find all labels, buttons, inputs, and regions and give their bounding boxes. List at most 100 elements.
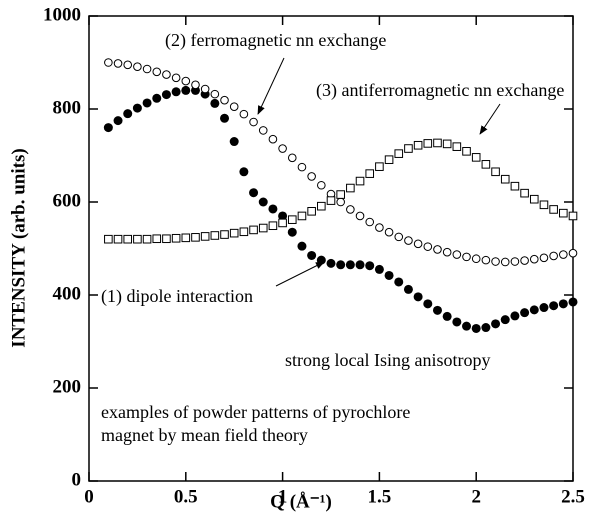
point [394,149,404,158]
point [375,223,384,232]
point [336,190,345,199]
point [481,160,491,169]
point [268,221,278,231]
point [462,147,471,156]
point [433,245,442,254]
point [375,162,384,171]
point [568,248,578,258]
arrow [479,103,501,135]
arrow [257,57,285,115]
point [346,205,355,214]
point [123,234,133,244]
point [171,233,181,243]
point [355,260,365,270]
point [336,197,345,207]
point [558,299,568,309]
x-tick-label: 2 [471,486,481,507]
x-tick-label: 0.5 [174,486,198,507]
point [258,126,268,135]
point [171,87,181,97]
point [142,64,152,74]
point [316,255,326,265]
point [239,109,249,119]
point [539,253,549,263]
point [539,200,549,210]
point [132,103,142,113]
point [191,233,200,242]
point [384,227,394,237]
point [510,181,520,191]
annotation: (2) ferromagnetic nn exchange [165,30,386,51]
point [123,60,133,70]
plot-frame [88,15,574,482]
point [529,194,539,204]
point [133,234,142,244]
point [404,236,413,245]
point [413,292,423,302]
point [559,250,568,259]
point [220,113,230,123]
y-tick-label: 0 [72,469,82,490]
y-tick-label: 200 [53,376,82,397]
point [249,117,258,127]
point [181,85,191,95]
point [500,174,510,184]
point [374,264,384,274]
point [297,241,307,251]
point [307,207,316,216]
point [520,256,529,265]
point [210,98,220,108]
point [229,102,239,111]
point [559,208,568,218]
point [133,62,142,71]
point [142,98,152,108]
point [278,211,288,221]
point [113,234,123,244]
point [210,231,220,240]
point [336,260,346,270]
point [113,59,123,68]
point [307,250,317,260]
point [355,211,365,221]
point [181,233,191,243]
point [355,176,365,186]
point [520,188,529,198]
point [423,242,433,251]
point [442,139,452,149]
annotation: (3) antiferromagnetic nn exchange [316,80,564,101]
point [442,311,452,321]
point [394,232,404,242]
y-tick-label: 400 [53,283,82,304]
point [413,239,423,249]
point [249,188,259,198]
point [171,73,181,83]
point [258,197,268,207]
point [181,76,191,86]
point [317,201,326,211]
point [365,169,375,178]
point [452,142,462,151]
point [220,95,229,105]
point [549,301,559,311]
annotation: examples of powder patterns of pyrochlor… [101,402,410,422]
point [152,67,162,77]
point [442,247,452,257]
point [500,315,510,325]
annotation: magnet by mean field theory [101,425,308,445]
y-tick-label: 1000 [43,4,81,25]
point [268,134,278,144]
point [365,261,375,271]
point [123,109,133,119]
point [403,284,413,294]
annotation: strong local Ising anisotropy [285,350,490,370]
point [452,317,462,327]
point [510,257,520,266]
arrow [275,261,325,287]
point [481,255,491,265]
point [191,80,200,90]
point [462,321,472,331]
point [433,138,442,148]
point [384,155,394,164]
point [162,70,171,79]
point [413,140,423,150]
